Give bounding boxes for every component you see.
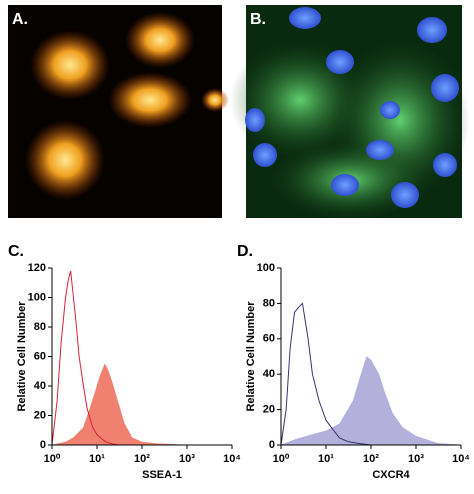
x-tick-label: 10³ [179,453,195,465]
y-tick-label: 40 [34,380,46,392]
x-tick-label: 10³ [408,453,424,465]
x-tick-label: 10⁴ [223,453,241,465]
x-tick-label: 10⁰ [273,453,290,465]
panel-label: A. [12,11,28,28]
y-tick-label: 120 [28,262,46,274]
y-tick-label: 0 [40,439,46,451]
x-tick-label: 10¹ [318,453,334,465]
y-tick-label: 20 [34,409,46,421]
x-axis-label: CXCR4 [372,469,410,481]
x-axis-label: SSEA-1 [142,469,182,481]
y-tick-label: 80 [263,297,275,309]
y-tick-label: 80 [34,321,46,333]
image-a: A. [8,5,229,218]
y-tick-label: 60 [34,350,46,362]
x-tick-label: 10² [363,453,379,465]
y-tick-label: 20 [263,404,275,416]
y-tick-label: 40 [263,368,275,380]
y-tick-label: 0 [269,439,275,451]
y-axis-label: Relative Cell Number [16,301,28,412]
histogram-outline [51,270,142,446]
y-tick-label: 100 [28,291,46,303]
y-tick-label: 100 [257,262,275,274]
panel-label: C. [8,243,24,260]
y-tick-label: 60 [263,333,275,345]
histogram-outline [280,302,416,446]
image-b: B. [230,5,470,220]
x-tick-label: 10⁰ [44,453,61,465]
x-tick-label: 10¹ [89,453,105,465]
panel-label: B. [250,11,266,28]
x-tick-label: 10² [134,453,150,465]
x-tick-label: 10⁴ [452,453,470,465]
histogram-fill [51,363,232,446]
histogram-fill [280,356,462,446]
y-axis-label: Relative Cell Number [245,301,257,412]
panel-label: D. [237,243,253,260]
